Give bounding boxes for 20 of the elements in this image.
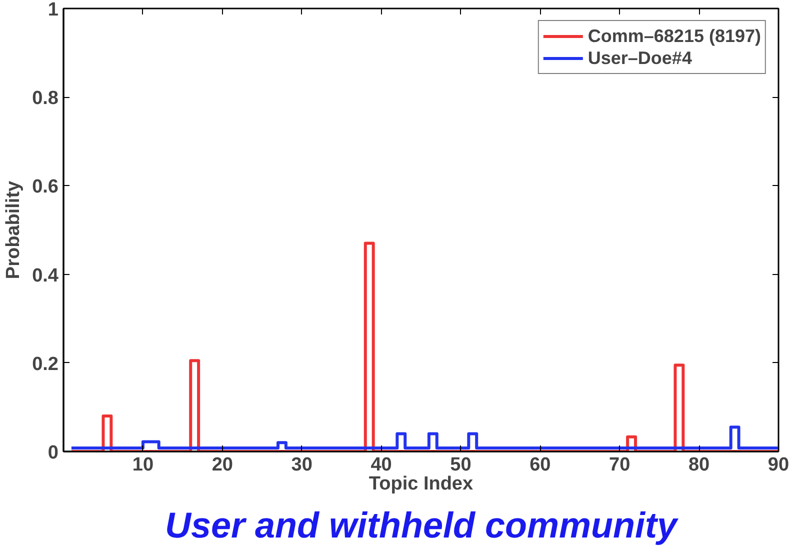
x-tick-label: 70 <box>609 454 630 476</box>
y-tick-label: 0.2 <box>32 354 59 375</box>
x-tick-label: 30 <box>291 454 312 476</box>
y-tick-label: 0.6 <box>32 176 59 198</box>
x-tick-label: 20 <box>212 454 233 476</box>
text: User and withheld community <box>164 504 680 546</box>
y-tick-label: 1 <box>48 0 59 20</box>
y-axis-title: Probability <box>3 180 24 280</box>
x-tick-label: 90 <box>768 454 790 476</box>
y-tick-label: 0.8 <box>32 88 59 110</box>
x-axis-title: Topic Index <box>368 474 474 494</box>
y-tick-label: 0.4 <box>32 265 59 286</box>
x-tick-label: 40 <box>370 454 392 476</box>
x-tick-label: 60 <box>530 454 551 476</box>
legend-label: Comm–68215 (8197) <box>588 25 761 47</box>
x-tick-label: 50 <box>450 454 472 476</box>
y-tick-label: 0 <box>48 442 59 464</box>
x-tick-label: 80 <box>688 454 710 476</box>
legend-label: User–Doe#4 <box>588 47 692 69</box>
x-tick-label: 10 <box>132 454 154 476</box>
